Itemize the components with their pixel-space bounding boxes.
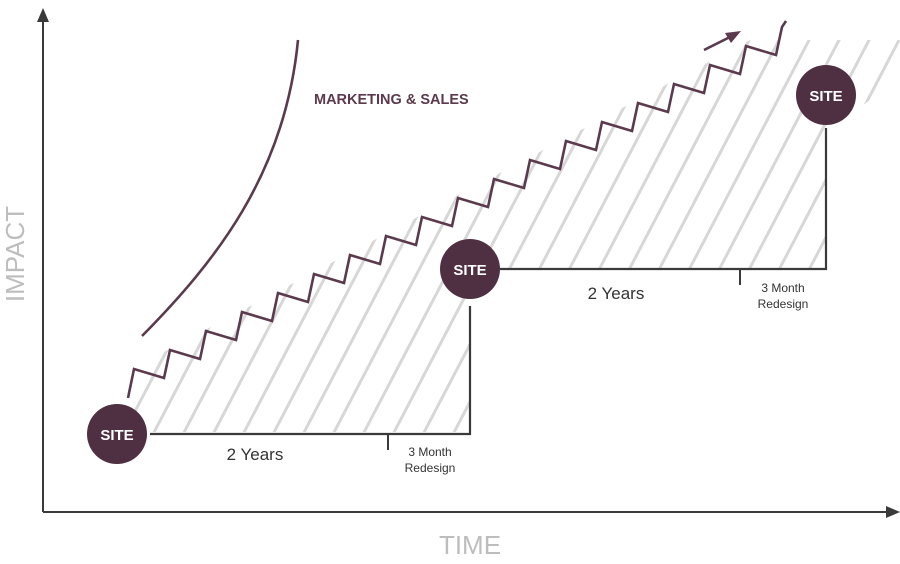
site-circle-1	[87, 404, 147, 464]
hatch-line	[508, 40, 742, 432]
site-circle-2	[440, 239, 500, 299]
phase-1-redesign-line-2: Redesign	[405, 461, 456, 475]
hatch-line	[838, 40, 900, 432]
hatch-line	[268, 40, 502, 432]
y-axis-arrowhead	[37, 8, 49, 22]
site-node-2: SITE	[440, 239, 500, 299]
hatch-line	[148, 40, 382, 432]
site-circle-3	[796, 65, 856, 125]
hatch-line	[448, 40, 682, 432]
x-axis-label: TIME	[439, 530, 501, 560]
site-label-1: SITE	[100, 427, 133, 444]
hatch-line	[658, 40, 892, 432]
hatch-line	[568, 40, 802, 432]
hatch-line	[538, 40, 772, 432]
hatch-line	[478, 40, 712, 432]
axes: IMPACT TIME	[0, 8, 900, 560]
phase-1-redesign-line-1: 3 Month	[408, 445, 451, 459]
y-axis-label: IMPACT	[0, 206, 30, 302]
phase-2-redesign-line-1: 3 Month	[761, 281, 804, 295]
site-label-3: SITE	[809, 88, 842, 105]
timeline-phase-2: 2 Years 3 Month Redesign	[500, 128, 828, 311]
phase-2-timeline	[500, 128, 828, 271]
hatch-line	[388, 40, 622, 432]
phase-1-duration: 2 Years	[227, 445, 284, 464]
site-node-1: SITE	[87, 404, 147, 464]
marketing-sales-label: MARKETING & SALES	[314, 92, 469, 108]
hatch-line	[130, 40, 322, 432]
marketing-sales-curve	[141, 39, 300, 337]
hatch-line	[358, 40, 592, 432]
hatched-growth-area	[130, 40, 900, 432]
hatch-line	[778, 40, 900, 432]
timeline-phase-1: 2 Years 3 Month Redesign	[150, 306, 472, 475]
site-label-2: SITE	[453, 262, 486, 279]
hatch-line	[208, 40, 442, 432]
hatch-line	[130, 40, 292, 432]
growth-arrow-shaft	[703, 35, 731, 52]
x-axis-arrowhead	[886, 506, 900, 518]
phase-1-timeline	[150, 306, 472, 436]
growth-staircase-line	[126, 20, 788, 399]
growth-arrowhead-icon	[725, 31, 741, 43]
site-node-3: SITE	[796, 65, 856, 125]
hatch-line	[718, 40, 900, 432]
hatch-line	[328, 40, 562, 432]
phase-2-redesign-line-2: Redesign	[758, 297, 809, 311]
phase-2-duration: 2 Years	[588, 284, 645, 303]
hatch-line	[298, 40, 532, 432]
